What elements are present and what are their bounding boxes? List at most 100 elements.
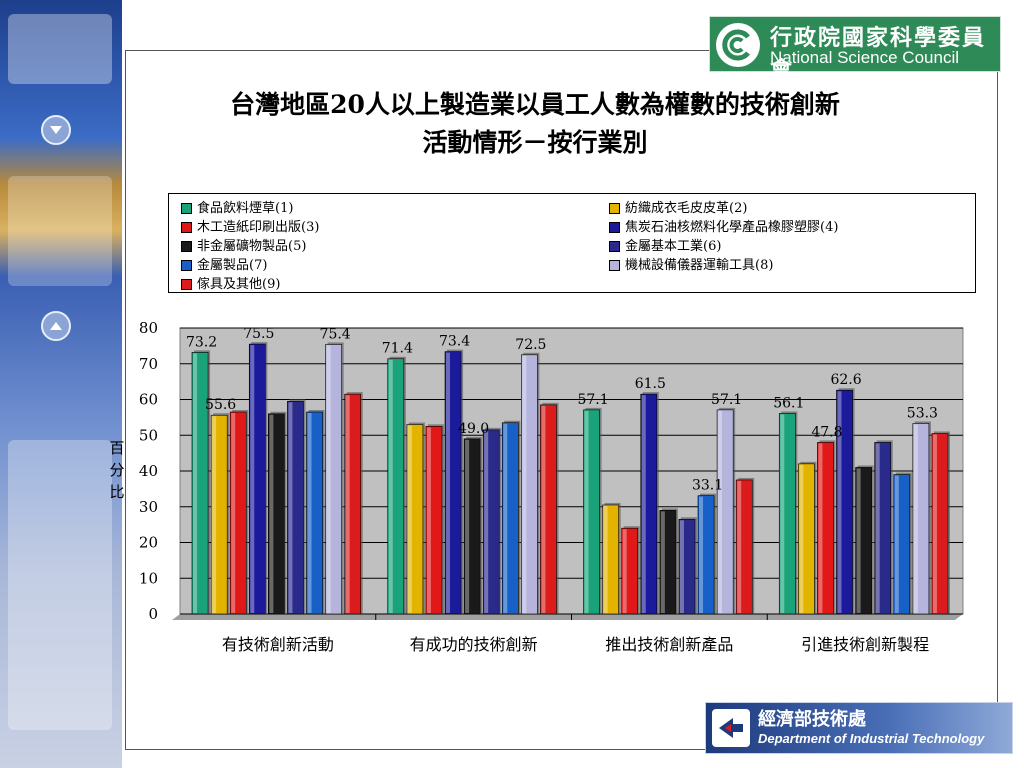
bar-highlight — [818, 443, 823, 613]
bar-highlight — [407, 425, 412, 613]
y-tick-label: 40 — [139, 462, 158, 480]
bar — [735, 479, 753, 615]
nsc-name-en: National Science Council — [770, 48, 959, 67]
bar-highlight — [193, 353, 198, 613]
legend-label: 非金屬礦物製品(5) — [197, 239, 307, 254]
nsc-logo: 行政院國家科學委員會 National Science Council — [709, 16, 1001, 83]
legend-swatch — [181, 203, 192, 214]
bar — [893, 474, 911, 615]
slide-frame — [125, 50, 998, 750]
bar — [521, 354, 538, 615]
bar — [248, 343, 266, 615]
data-label: 53.3 — [907, 405, 938, 421]
data-label: 62.6 — [830, 372, 861, 388]
y-axis-label-char: 比 — [109, 483, 125, 501]
y-tick-label: 0 — [148, 605, 158, 623]
bar — [817, 442, 834, 615]
decorative-shape — [8, 14, 112, 84]
bar — [836, 389, 853, 615]
data-label: 49.0 — [458, 421, 489, 437]
bar-highlight — [584, 410, 589, 613]
bar-highlight — [932, 434, 937, 613]
bar-highlight — [231, 413, 236, 613]
x-category-label: 引進技術創新製程 — [801, 635, 929, 654]
triangle-up-icon — [50, 322, 62, 330]
bar-highlight — [345, 395, 350, 613]
bar-highlight — [780, 414, 785, 613]
bar-highlight — [913, 424, 918, 613]
bar — [716, 409, 734, 615]
bar-highlight — [641, 395, 646, 613]
data-label: 56.1 — [773, 395, 804, 411]
bar-highlight — [799, 464, 804, 613]
bar — [855, 467, 872, 615]
bar-highlight — [603, 505, 608, 613]
bar — [306, 411, 323, 615]
bar-highlight — [465, 439, 470, 613]
data-label: 33.1 — [692, 478, 723, 494]
y-tick-label: 30 — [139, 498, 158, 516]
y-axis-label-char: 分 — [109, 461, 125, 479]
legend-swatch — [181, 279, 192, 290]
bar-highlight — [250, 345, 255, 613]
nsc-name-zh: 行政院國家科學委員會 — [770, 26, 987, 83]
legend-swatch — [609, 260, 620, 271]
legend-swatch — [609, 241, 620, 252]
bar — [463, 438, 481, 615]
slide-title: 台灣地區20人以上製造業以員工人數為權數的技術創新 活動情形－按行業別 — [120, 86, 950, 162]
legend-item: 焦炭石油核燃料化學產品橡膠塑膠(4) — [609, 216, 838, 235]
legend-item: 金屬製品(7) — [181, 254, 267, 273]
decorative-side-strip — [0, 0, 122, 768]
data-label: 47.8 — [811, 424, 842, 440]
bar — [798, 463, 815, 615]
bar-highlight — [622, 529, 627, 613]
legend-swatch — [181, 222, 192, 233]
data-label: 75.5 — [243, 326, 274, 342]
nav-up-button[interactable] — [41, 311, 71, 341]
x-category-label: 有成功的技術創新 — [410, 635, 538, 654]
legend-item: 紡織成衣毛皮皮革(2) — [609, 197, 747, 216]
bar — [191, 352, 209, 615]
y-tick-label: 60 — [139, 391, 158, 409]
nsc-emblem-icon — [716, 23, 760, 67]
doit-name-en: Department of Industrial Technology — [758, 731, 985, 746]
bar-highlight — [484, 430, 489, 613]
bar — [387, 358, 405, 615]
doit-logo: 經濟部技術處 Department of Industrial Technolo… — [705, 702, 1013, 754]
bar — [344, 393, 362, 615]
bar — [482, 429, 500, 615]
bar — [778, 413, 796, 615]
bar-highlight — [737, 480, 742, 613]
bar-highlight — [307, 413, 312, 613]
bar-highlight — [388, 359, 393, 613]
chart-legend: 食品飲料煙草(1) 紡織成衣毛皮皮革(2) 木工造紙印刷出版(3) 焦炭石油核燃料化學… — [168, 193, 976, 293]
nav-down-button[interactable] — [41, 115, 71, 145]
bar — [602, 504, 619, 615]
legend-label: 木工造紙印刷出版(3) — [197, 220, 320, 235]
legend-label: 傢具及其他(9) — [197, 277, 281, 292]
legend-item: 機械設備儀器運輸工具(8) — [609, 254, 773, 273]
data-label: 71.4 — [382, 341, 413, 357]
bar-highlight — [212, 416, 217, 613]
bar-highlight — [269, 414, 274, 613]
plot-floor — [172, 614, 963, 620]
legend-item: 木工造紙印刷出版(3) — [181, 216, 319, 235]
data-label: 55.6 — [205, 397, 236, 413]
decorative-shape — [8, 176, 112, 286]
bar — [229, 411, 247, 615]
bar-highlight — [894, 475, 899, 613]
triangle-down-icon — [50, 126, 62, 134]
bar — [678, 518, 696, 615]
bar — [406, 424, 424, 615]
legend-label: 機械設備儀器運輸工具(8) — [625, 258, 774, 273]
bar-highlight — [503, 423, 508, 613]
bar — [210, 414, 228, 615]
legend-item: 食品飲料煙草(1) — [181, 197, 293, 216]
doit-emblem-icon — [712, 709, 750, 747]
legend-label: 金屬基本工業(6) — [625, 239, 722, 254]
data-label: 61.5 — [635, 376, 666, 392]
y-tick-label: 80 — [139, 319, 158, 337]
title-line-1: 台灣地區20人以上製造業以員工人數為權數的技術創新 — [230, 90, 840, 119]
data-label: 57.1 — [711, 392, 742, 408]
